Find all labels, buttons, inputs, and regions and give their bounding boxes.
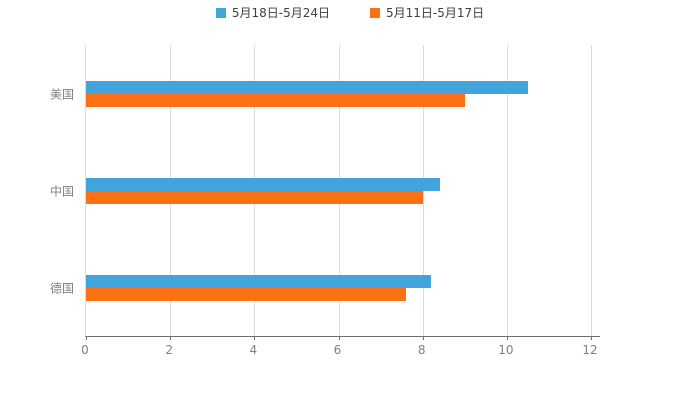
x-axis-tick [254, 336, 256, 340]
x-axis-tick [170, 336, 172, 340]
x-axis-tick-label: 2 [165, 343, 173, 357]
bar [86, 288, 406, 302]
x-axis-tick-label: 6 [333, 343, 342, 357]
x-axis-tick [86, 336, 87, 340]
bar [86, 178, 440, 191]
legend-item-week2[interactable]: 5月18日-5月24日 [215, 6, 330, 20]
y-axis-category-label: 德国 [49, 281, 74, 296]
x-axis-tick [506, 336, 508, 340]
y-axis-category-label: 美国 [49, 87, 74, 102]
x-axis-tick-label: 10 [498, 343, 514, 357]
x-axis-tick-label: 8 [417, 343, 426, 357]
x-axis-tick [422, 336, 424, 340]
plot-area [85, 45, 600, 340]
bar [86, 93, 465, 107]
x-axis-labels: 0 2 4 6 8 10 12 [81, 343, 600, 359]
legend-swatch-week1 [370, 8, 380, 18]
x-axis-tick-label: 0 [81, 343, 89, 357]
legend-label-week2: 5月18日-5月24日 [231, 6, 330, 20]
y-axis-labels: 美国 中国 德国 [0, 45, 78, 337]
bar [86, 80, 528, 94]
gridline [506, 45, 508, 336]
bar [86, 275, 432, 289]
x-axis-tick-label: 12 [582, 343, 598, 357]
legend: 5月18日-5月24日 5月11日-5月17日 [0, 7, 700, 19]
bar [86, 191, 423, 204]
legend-label-week1: 5月11日-5月17日 [386, 6, 485, 20]
x-axis-tick-label: 4 [249, 343, 258, 357]
legend-item-week1[interactable]: 5月11日-5月17日 [370, 7, 484, 19]
y-axis-category-label: 中国 [49, 184, 74, 199]
legend-swatch-week2 [215, 8, 226, 18]
gridline [591, 45, 592, 336]
x-axis-tick [338, 336, 340, 340]
x-axis-tick [591, 336, 592, 340]
